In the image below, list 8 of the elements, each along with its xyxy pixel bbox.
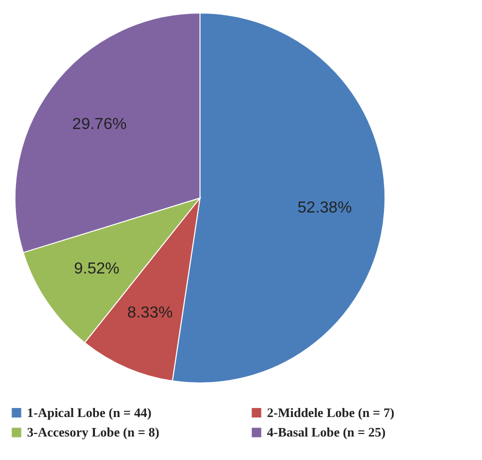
data-label: 8.33% <box>127 304 173 322</box>
data-label: 9.52% <box>74 260 120 278</box>
legend-label: 1-Apical Lobe (n = 44) <box>27 404 152 420</box>
legend-label: 2-Middele Lobe (n = 7) <box>267 404 394 420</box>
data-label: 29.76% <box>72 116 127 133</box>
legend-label: 3-Accesory Lobe (n = 8) <box>27 424 160 440</box>
data-label: 52.38% <box>298 199 352 216</box>
legend-label: 4-Basal Lobe (n = 25) <box>267 424 386 440</box>
